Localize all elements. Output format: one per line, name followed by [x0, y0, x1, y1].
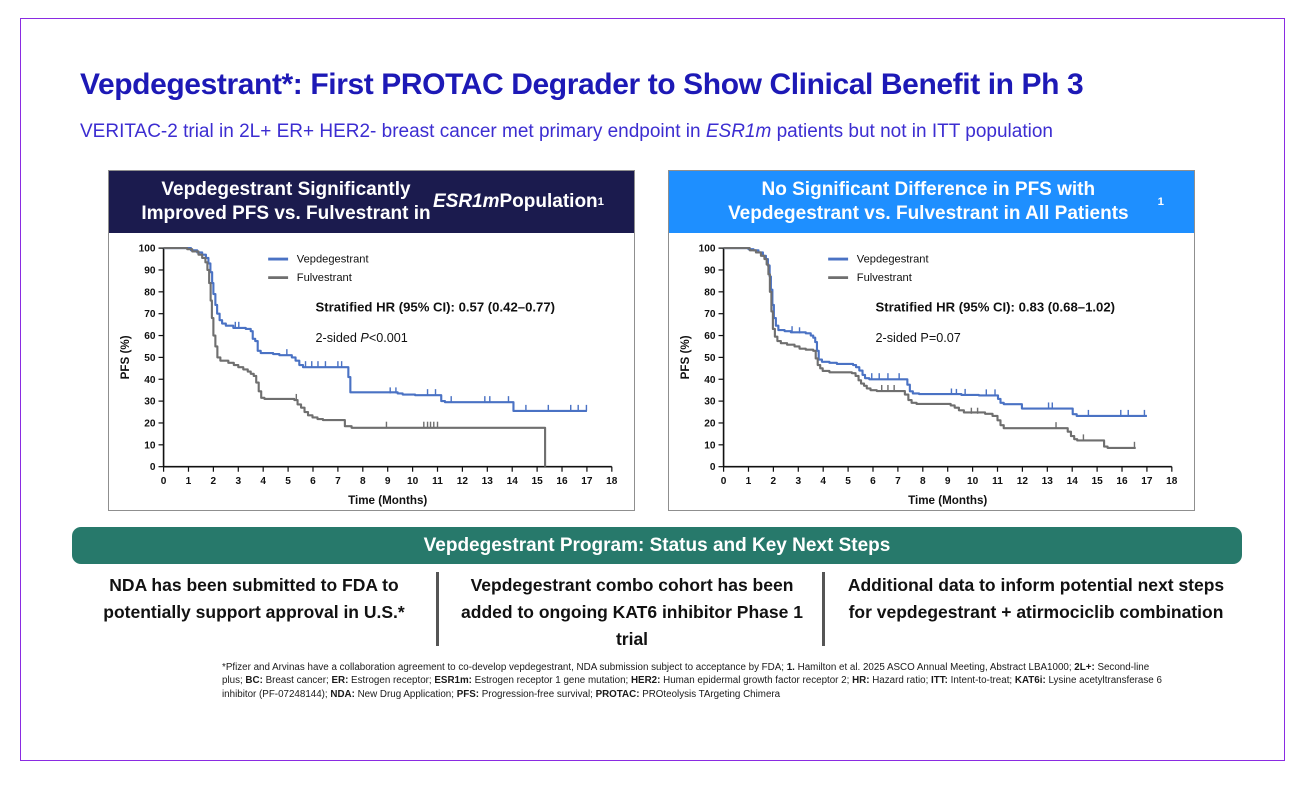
svg-text:5: 5: [845, 476, 851, 487]
svg-text:0: 0: [150, 462, 156, 473]
svg-text:PFS (%): PFS (%): [679, 335, 692, 379]
svg-text:0: 0: [710, 462, 716, 473]
svg-text:2-sided P=0.07: 2-sided P=0.07: [875, 331, 960, 345]
svg-text:Stratified HR (95% CI): 0.57 (: Stratified HR (95% CI): 0.57 (0.42–0.77): [315, 299, 555, 314]
svg-text:90: 90: [144, 266, 156, 277]
svg-text:10: 10: [144, 440, 156, 451]
svg-text:12: 12: [1017, 476, 1029, 487]
svg-text:40: 40: [704, 375, 716, 386]
result-card-esr1m: Vepdegestrant Significantly Improved PFS…: [108, 170, 635, 511]
svg-text:20: 20: [144, 419, 156, 430]
svg-text:11: 11: [992, 476, 1003, 487]
svg-text:40: 40: [144, 375, 156, 386]
slide-border: [20, 18, 1285, 761]
svg-text:5: 5: [285, 476, 291, 487]
svg-text:8: 8: [360, 476, 366, 487]
svg-text:PFS (%): PFS (%): [119, 335, 132, 379]
svg-text:9: 9: [385, 476, 391, 487]
svg-text:2: 2: [211, 476, 217, 487]
svg-text:12: 12: [457, 476, 469, 487]
svg-text:0: 0: [721, 476, 727, 487]
svg-text:Fulvestrant: Fulvestrant: [857, 272, 913, 284]
svg-text:10: 10: [967, 476, 979, 487]
svg-text:15: 15: [1091, 476, 1103, 487]
km-chart-esr1m: 0 1 2 3 4 5 6 7 8 9 10 11 12 13 14 15 16 17 18 0 10 20 30 40 50 6…: [115, 238, 626, 513]
svg-text:17: 17: [581, 476, 593, 487]
svg-text:10: 10: [704, 440, 716, 451]
page-title: Vepdegestrant*: First PROTAC Degrader to…: [80, 68, 1084, 101]
svg-text:18: 18: [1166, 476, 1178, 487]
column-divider: [822, 572, 825, 646]
svg-text:2: 2: [771, 476, 777, 487]
status-column-atirmociclib: Additional data to inform potential next…: [847, 575, 1225, 622]
svg-text:20: 20: [704, 419, 716, 430]
svg-text:14: 14: [1067, 476, 1079, 487]
svg-text:6: 6: [870, 476, 876, 487]
svg-text:1: 1: [746, 476, 752, 487]
svg-text:10: 10: [407, 476, 419, 487]
svg-text:6: 6: [310, 476, 316, 487]
svg-text:7: 7: [895, 476, 901, 487]
svg-text:9: 9: [945, 476, 951, 487]
svg-text:1: 1: [186, 476, 192, 487]
svg-text:50: 50: [144, 353, 156, 364]
svg-text:90: 90: [704, 266, 716, 277]
svg-text:30: 30: [144, 397, 156, 408]
status-column-nda: NDA has been submitted to FDA to potenti…: [103, 575, 405, 622]
svg-text:0: 0: [161, 476, 167, 487]
svg-text:8: 8: [920, 476, 926, 487]
svg-text:60: 60: [704, 331, 716, 342]
svg-text:16: 16: [556, 476, 568, 487]
svg-text:80: 80: [144, 287, 156, 298]
svg-text:4: 4: [820, 476, 826, 487]
result-card-itt: No Significant Difference in PFS with Ve…: [668, 170, 1195, 511]
svg-text:14: 14: [507, 476, 519, 487]
svg-text:3: 3: [795, 476, 801, 487]
status-banner: Vepdegestrant Program: Status and Key Ne…: [72, 527, 1242, 564]
svg-text:Time (Months): Time (Months): [348, 494, 427, 507]
km-chart-itt: 0 1 2 3 4 5 6 7 8 9 10 11 12 13 14 15 16 17 18 0 10 20 30 40 50 6…: [675, 238, 1186, 513]
svg-text:3: 3: [235, 476, 241, 487]
svg-text:100: 100: [699, 244, 716, 255]
svg-text:100: 100: [139, 244, 156, 255]
svg-text:11: 11: [432, 476, 443, 487]
svg-text:4: 4: [260, 476, 266, 487]
svg-text:70: 70: [144, 309, 156, 320]
status-column-kat6: Vepdegestrant combo cohort has been adde…: [461, 575, 803, 649]
card-header-esr1m: Vepdegestrant Significantly Improved PFS…: [109, 171, 634, 233]
svg-text:30: 30: [704, 397, 716, 408]
card-header-itt: No Significant Difference in PFS with Ve…: [669, 171, 1194, 233]
svg-text:60: 60: [144, 331, 156, 342]
svg-text:15: 15: [531, 476, 543, 487]
svg-text:50: 50: [704, 353, 716, 364]
svg-text:13: 13: [1042, 476, 1054, 487]
svg-text:Stratified HR (95% CI): 0.83 (: Stratified HR (95% CI): 0.83 (0.68–1.02): [875, 299, 1115, 314]
svg-text:18: 18: [606, 476, 618, 487]
svg-text:16: 16: [1116, 476, 1128, 487]
svg-text:Vepdegestrant: Vepdegestrant: [857, 254, 930, 266]
svg-text:13: 13: [482, 476, 494, 487]
svg-text:Vepdegestrant: Vepdegestrant: [297, 254, 370, 266]
svg-text:2-sided P<0.001: 2-sided P<0.001: [315, 331, 407, 345]
svg-text:80: 80: [704, 287, 716, 298]
svg-text:Time (Months): Time (Months): [908, 494, 987, 507]
footnote: *Pfizer and Arvinas have a collaboration…: [222, 662, 1162, 700]
svg-text:17: 17: [1141, 476, 1153, 487]
svg-text:Fulvestrant: Fulvestrant: [297, 272, 353, 284]
svg-text:7: 7: [335, 476, 341, 487]
svg-text:70: 70: [704, 309, 716, 320]
page-subtitle: VERITAC-2 trial in 2L+ ER+ HER2- breast …: [80, 121, 1053, 142]
column-divider: [436, 572, 439, 646]
